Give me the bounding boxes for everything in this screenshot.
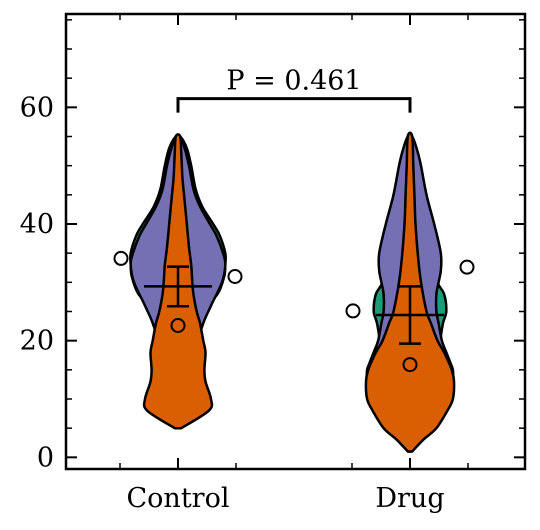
y-tick-label: 20 [20, 326, 54, 357]
y-tick-label: 0 [37, 442, 54, 473]
y-tick-label: 40 [20, 209, 54, 240]
plot-frame [64, 12, 527, 471]
marker-layer [113, 250, 475, 373]
p-value-label: P = 0.461 [226, 66, 361, 97]
data-point-drug-series-2 [459, 259, 475, 275]
data-point-drug-series-1 [402, 357, 418, 373]
y-tick-label: 60 [20, 92, 54, 123]
significance-annotation: P = 0.461 [176, 66, 412, 113]
data-point-control-series-0 [113, 250, 129, 266]
significance-bracket [176, 97, 412, 113]
data-point-control-series-1 [170, 318, 186, 333]
x-tick-label-control: Control [127, 483, 230, 514]
x-tick-label-drug: Drug [375, 483, 444, 514]
data-point-drug-series-0 [345, 303, 361, 319]
axes: 0 20 40 60 Control Drug [20, 12, 527, 514]
data-point-control-series-2 [227, 269, 243, 284]
